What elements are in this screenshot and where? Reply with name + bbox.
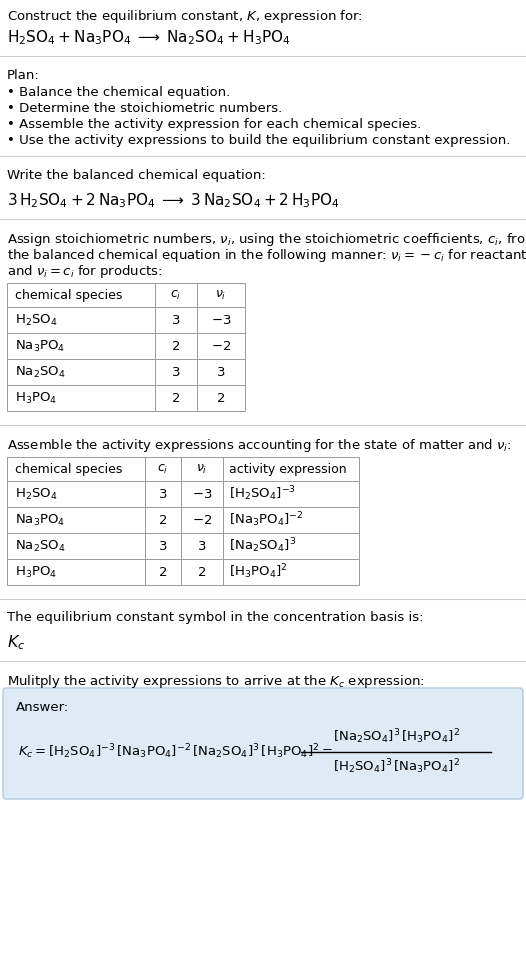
Text: $\mathrm{Na_3PO_4}$: $\mathrm{Na_3PO_4}$ [15,339,65,353]
Text: $c_i$: $c_i$ [170,289,181,301]
Text: activity expression: activity expression [229,462,347,476]
Text: $\nu_i$: $\nu_i$ [196,462,208,476]
Text: Mulitply the activity expressions to arrive at the $K_c$ expression:: Mulitply the activity expressions to arr… [7,673,425,690]
Text: • Assemble the activity expression for each chemical species.: • Assemble the activity expression for e… [7,118,421,131]
Text: $K_c = [\mathrm{H_2SO_4}]^{-3}\,[\mathrm{Na_3PO_4}]^{-2}\,[\mathrm{Na_2SO_4}]^{3: $K_c = [\mathrm{H_2SO_4}]^{-3}\,[\mathrm… [18,742,333,760]
Text: $[\mathrm{H_2SO_4}]^{-3}$: $[\mathrm{H_2SO_4}]^{-3}$ [229,484,296,504]
Bar [7,457,359,585]
Bar [7,283,245,411]
Text: $\nu_i$: $\nu_i$ [215,289,227,301]
Text: $[\mathrm{H_3PO_4}]^{2}$: $[\mathrm{H_3PO_4}]^{2}$ [229,563,288,581]
Text: and $\nu_i = c_i$ for products:: and $\nu_i = c_i$ for products: [7,263,163,280]
Text: Answer:: Answer: [16,701,69,714]
Text: $\mathrm{H_2SO_4}$: $\mathrm{H_2SO_4}$ [15,313,58,327]
Text: 3: 3 [172,314,180,326]
Text: 3: 3 [159,487,167,501]
Text: $-2$: $-2$ [192,513,212,527]
Text: • Use the activity expressions to build the equilibrium constant expression.: • Use the activity expressions to build … [7,134,510,147]
Text: 3: 3 [198,539,206,553]
Text: 3: 3 [217,366,225,378]
Text: 2: 2 [159,565,167,578]
Text: $[\mathrm{H_2SO_4}]^3\,[\mathrm{Na_3PO_4}]^2$: $[\mathrm{H_2SO_4}]^3\,[\mathrm{Na_3PO_4… [332,758,460,776]
Text: chemical species: chemical species [15,289,123,301]
Text: Assign stoichiometric numbers, $\nu_i$, using the stoichiometric coefficients, $: Assign stoichiometric numbers, $\nu_i$, … [7,231,526,248]
Text: Write the balanced chemical equation:: Write the balanced chemical equation: [7,169,266,182]
Text: 2: 2 [198,565,206,578]
Text: $K_c$: $K_c$ [7,633,25,651]
Text: $\mathrm{Na_2SO_4}$: $\mathrm{Na_2SO_4}$ [15,538,66,554]
Text: Construct the equilibrium constant, $K$, expression for:: Construct the equilibrium constant, $K$,… [7,8,363,25]
Text: 3: 3 [159,539,167,553]
Text: $\mathrm{Na_2SO_4}$: $\mathrm{Na_2SO_4}$ [15,365,66,379]
FancyBboxPatch shape [3,688,523,799]
Text: the balanced chemical equation in the following manner: $\nu_i = -c_i$ for react: the balanced chemical equation in the fo… [7,247,526,264]
Text: 2: 2 [172,392,180,404]
Text: $\mathrm{H_3PO_4}$: $\mathrm{H_3PO_4}$ [15,565,57,580]
Text: $[\mathrm{Na_3PO_4}]^{-2}$: $[\mathrm{Na_3PO_4}]^{-2}$ [229,510,304,530]
Text: $[\mathrm{Na_2SO_4}]^3\,[\mathrm{H_3PO_4}]^2$: $[\mathrm{Na_2SO_4}]^3\,[\mathrm{H_3PO_4… [332,728,460,746]
Text: Plan:: Plan: [7,69,40,82]
Text: chemical species: chemical species [15,462,123,476]
Text: 3: 3 [172,366,180,378]
Text: • Balance the chemical equation.: • Balance the chemical equation. [7,86,230,99]
Text: $\mathrm{Na_3PO_4}$: $\mathrm{Na_3PO_4}$ [15,512,65,528]
Text: The equilibrium constant symbol in the concentration basis is:: The equilibrium constant symbol in the c… [7,611,423,624]
Text: $\mathrm{H_2SO_4 + Na_3PO_4 \;\longrightarrow\; Na_2SO_4 + H_3PO_4}$: $\mathrm{H_2SO_4 + Na_3PO_4 \;\longright… [7,28,291,46]
Text: 2: 2 [172,340,180,352]
Text: 2: 2 [159,513,167,527]
Text: $3\,\mathrm{H_2SO_4} + 2\,\mathrm{Na_3PO_4} \;\longrightarrow\; 3\,\mathrm{Na_2S: $3\,\mathrm{H_2SO_4} + 2\,\mathrm{Na_3PO… [7,191,339,209]
Text: $\mathrm{H_3PO_4}$: $\mathrm{H_3PO_4}$ [15,391,57,405]
Text: $-3$: $-3$ [211,314,231,326]
Text: $\mathrm{H_2SO_4}$: $\mathrm{H_2SO_4}$ [15,486,58,502]
Text: 2: 2 [217,392,225,404]
Text: $[\mathrm{Na_2SO_4}]^{3}$: $[\mathrm{Na_2SO_4}]^{3}$ [229,537,296,555]
Text: $-2$: $-2$ [211,340,231,352]
Text: • Determine the stoichiometric numbers.: • Determine the stoichiometric numbers. [7,102,282,115]
Text: $-3$: $-3$ [192,487,212,501]
Text: $c_i$: $c_i$ [157,462,169,476]
Text: Assemble the activity expressions accounting for the state of matter and $\nu_i$: Assemble the activity expressions accoun… [7,437,512,454]
